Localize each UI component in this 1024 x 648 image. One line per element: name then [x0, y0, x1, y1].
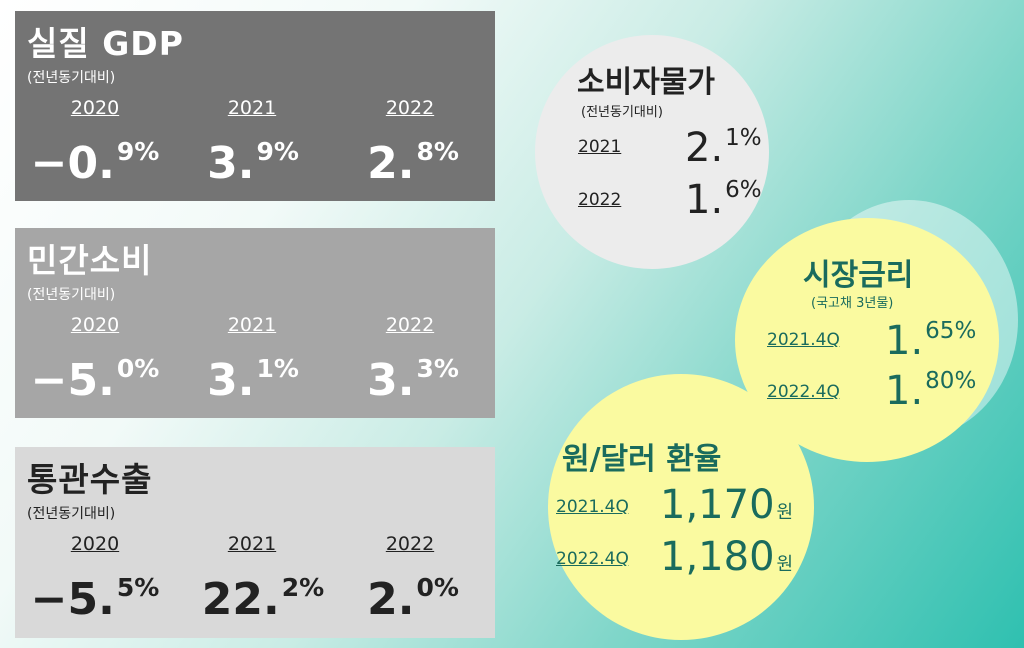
- consumption-panel: 민간소비 (전년동기대비) 2020 2021 2022 −5.0% 3.1% …: [15, 228, 495, 418]
- cpi-value-2022: 1.6%: [685, 177, 762, 223]
- cpi-circle: 소비자물가 (전년동기대비) 2021 2.1% 2022 1.6%: [535, 35, 769, 269]
- cpi-label-2022: 2022: [578, 190, 622, 210]
- gdp-value-2022: 2.8%: [367, 137, 459, 189]
- exports-panel: 통관수출 (전년동기대비) 2020 2021 2022 −5.5% 22.2%…: [15, 447, 495, 638]
- consumption-year-2021: 2021: [227, 314, 277, 336]
- gdp-title: 실질 GDP: [27, 24, 184, 63]
- exports-value-2021: 22.2%: [201, 573, 325, 625]
- consumption-value-2022: 3.3%: [367, 354, 459, 406]
- exports-subtitle: (전년동기대비): [27, 506, 116, 522]
- fx-value-2022q4: 1,180 원: [660, 534, 794, 580]
- exports-value-2020: −5.5%: [30, 573, 160, 625]
- gdp-value-2020: −0.9%: [30, 137, 160, 189]
- consumption-subtitle: (전년동기대비): [27, 287, 116, 303]
- cpi-value-2021: 2.1%: [685, 125, 762, 171]
- fx-label-2021q4: 2021.4Q: [556, 497, 629, 517]
- rate-value-2021q4: 1.65%: [885, 318, 977, 364]
- exports-year-2020: 2020: [70, 533, 120, 555]
- gdp-values: −0.9% 3.9% 2.8%: [15, 137, 495, 197]
- cpi-title: 소비자물가: [577, 65, 715, 100]
- exports-value-2022: 2.0%: [367, 573, 459, 625]
- exports-values: −5.5% 22.2% 2.0%: [15, 573, 495, 633]
- consumption-year-2022: 2022: [385, 314, 435, 336]
- gdp-year-2020: 2020: [70, 97, 120, 119]
- gdp-year-2021: 2021: [227, 97, 277, 119]
- exports-title: 통관수출: [27, 460, 153, 499]
- fx-circle: 원/달러 환율 2021.4Q 1,170 원 2022.4Q 1,180 원: [548, 374, 814, 640]
- exports-year-2021: 2021: [227, 533, 277, 555]
- fx-value-2021q4: 1,170 원: [660, 482, 794, 528]
- gdp-years: 2020 2021 2022: [15, 97, 495, 125]
- consumption-year-2020: 2020: [70, 314, 120, 336]
- fx-title: 원/달러 환율: [562, 442, 722, 477]
- exports-years: 2020 2021 2022: [15, 533, 495, 561]
- rate-label-2021q4: 2021.4Q: [767, 330, 840, 350]
- consumption-value-2020: −5.0%: [30, 354, 160, 406]
- fx-label-2022q4: 2022.4Q: [556, 549, 629, 569]
- cpi-subtitle: (전년동기대비): [581, 105, 663, 120]
- gdp-value-2021: 3.9%: [207, 137, 299, 189]
- exports-year-2022: 2022: [385, 533, 435, 555]
- consumption-values: −5.0% 3.1% 3.3%: [15, 354, 495, 414]
- rate-value-2022q4: 1.80%: [885, 368, 977, 414]
- consumption-value-2021: 3.1%: [207, 354, 299, 406]
- rate-title: 시장금리: [803, 258, 914, 293]
- gdp-panel: 실질 GDP (전년동기대비) 2020 2021 2022 −0.9% 3.9…: [15, 11, 495, 201]
- cpi-label-2021: 2021: [578, 137, 622, 157]
- rate-subtitle: (국고채 3년물): [811, 296, 894, 311]
- gdp-year-2022: 2022: [385, 97, 435, 119]
- consumption-years: 2020 2021 2022: [15, 314, 495, 342]
- rate-label-2022q4: 2022.4Q: [767, 382, 840, 402]
- gdp-subtitle: (전년동기대비): [27, 70, 116, 86]
- consumption-title: 민간소비: [27, 241, 153, 280]
